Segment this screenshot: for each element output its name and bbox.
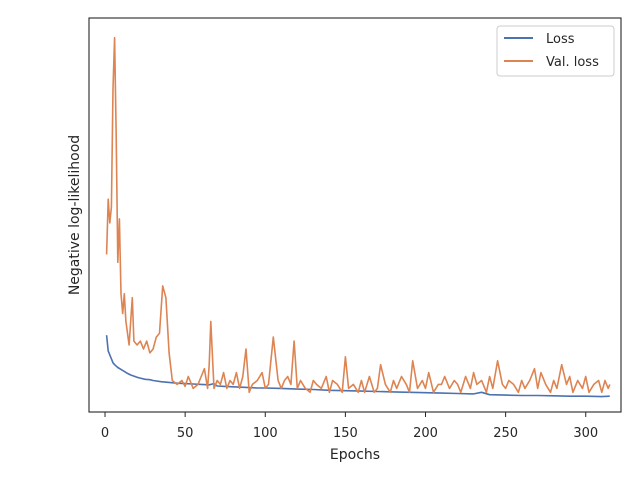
x-axis-ticks: 0 50 100 150 200 250 300 <box>101 412 598 441</box>
legend: Loss Val. loss <box>496 25 615 77</box>
x-tick-label: 100 <box>253 426 278 441</box>
series-line-val-loss <box>105 36 611 394</box>
x-tick-label: 250 <box>493 426 518 441</box>
y-axis-label: Negative log-likelihood <box>67 135 83 295</box>
x-axis-label: Epochs <box>330 447 380 463</box>
legend-label-loss: Loss <box>546 32 575 47</box>
x-tick-label: 0 <box>101 426 109 441</box>
x-tick-label: 150 <box>333 426 358 441</box>
plot-frame <box>88 17 622 413</box>
legend-label-val-loss: Val. loss <box>546 55 599 70</box>
series-line-loss <box>105 335 610 398</box>
x-tick-label: 200 <box>413 426 438 441</box>
series-layer <box>105 36 611 398</box>
x-tick-label: 50 <box>177 426 194 441</box>
x-tick-label: 300 <box>573 426 598 441</box>
